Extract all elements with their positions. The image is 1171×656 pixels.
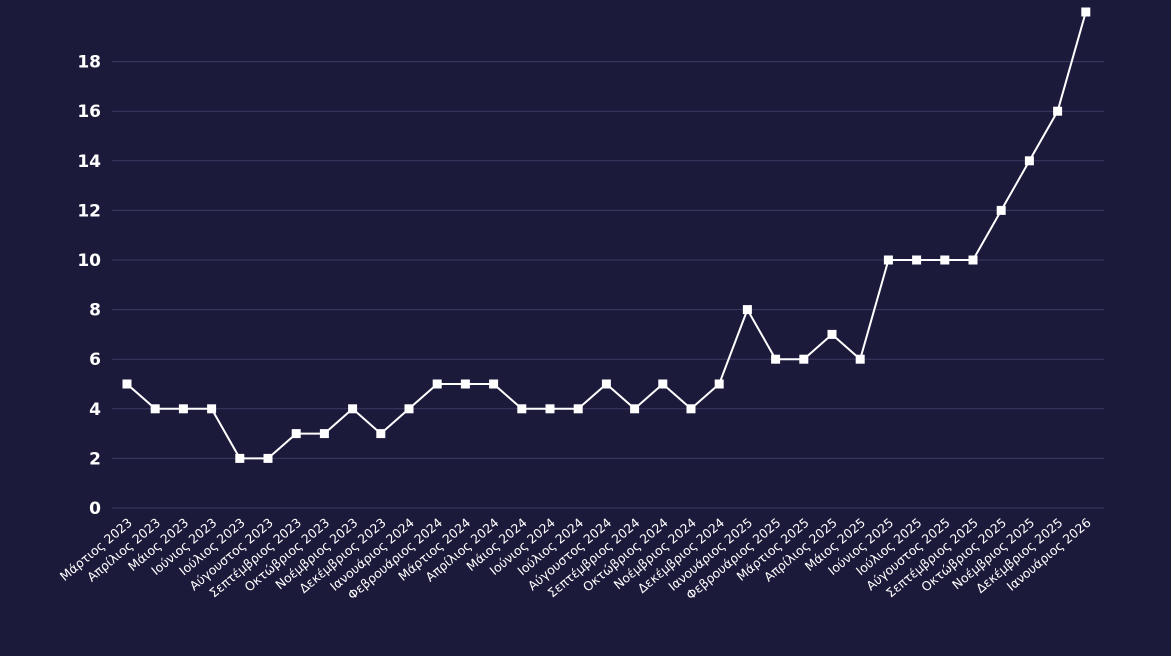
data-point-marker [489,379,499,389]
data-point-marker [348,404,358,414]
series-polyline [126,11,1087,460]
data-point-marker [517,404,527,414]
y-tick-label: 4 [89,400,101,420]
data-point-marker [630,404,640,414]
y-tick-label: 16 [77,102,101,122]
data-point-marker [122,379,132,389]
y-tick-label: 14 [77,152,101,172]
y-axis: 0 2 4 6 8 10 12 14 16 18 [77,53,101,519]
data-point-marker [912,255,922,265]
y-tick-label: 18 [77,53,101,73]
data-point-marker [178,404,188,414]
y-tick-label: 2 [89,449,101,469]
data-point-marker [404,404,414,414]
data-point-marker [601,379,611,389]
data-point-marker [855,354,865,364]
series-markers [122,7,1091,463]
data-point-marker [996,205,1006,215]
data-point-marker [263,453,273,463]
data-point-marker [376,429,386,439]
data-point-marker [1024,156,1034,166]
data-point-marker [291,429,301,439]
data-point-marker [545,404,555,414]
y-tick-label: 6 [89,350,101,370]
data-point-marker [432,379,442,389]
data-point-marker [658,379,668,389]
data-point-marker [207,404,217,414]
gridlines [112,61,1104,509]
y-tick-label: 12 [77,201,101,221]
data-point-marker [319,429,329,439]
data-point-marker [150,404,160,414]
y-tick-label: 0 [89,499,101,519]
data-point-marker [883,255,893,265]
data-point-marker [460,379,470,389]
data-point-marker [714,379,724,389]
series-line [126,11,1087,460]
data-point-marker [940,255,950,265]
data-point-marker [1053,106,1063,116]
data-point-marker [235,453,245,463]
data-point-marker [742,305,752,315]
data-point-marker [573,404,583,414]
data-point-marker [686,404,696,414]
data-point-marker [799,354,809,364]
y-tick-label: 10 [77,251,101,271]
data-point-marker [771,354,781,364]
data-point-marker [827,329,837,339]
y-tick-label: 8 [89,301,101,321]
data-point-marker [968,255,978,265]
data-point-marker [1081,7,1091,17]
